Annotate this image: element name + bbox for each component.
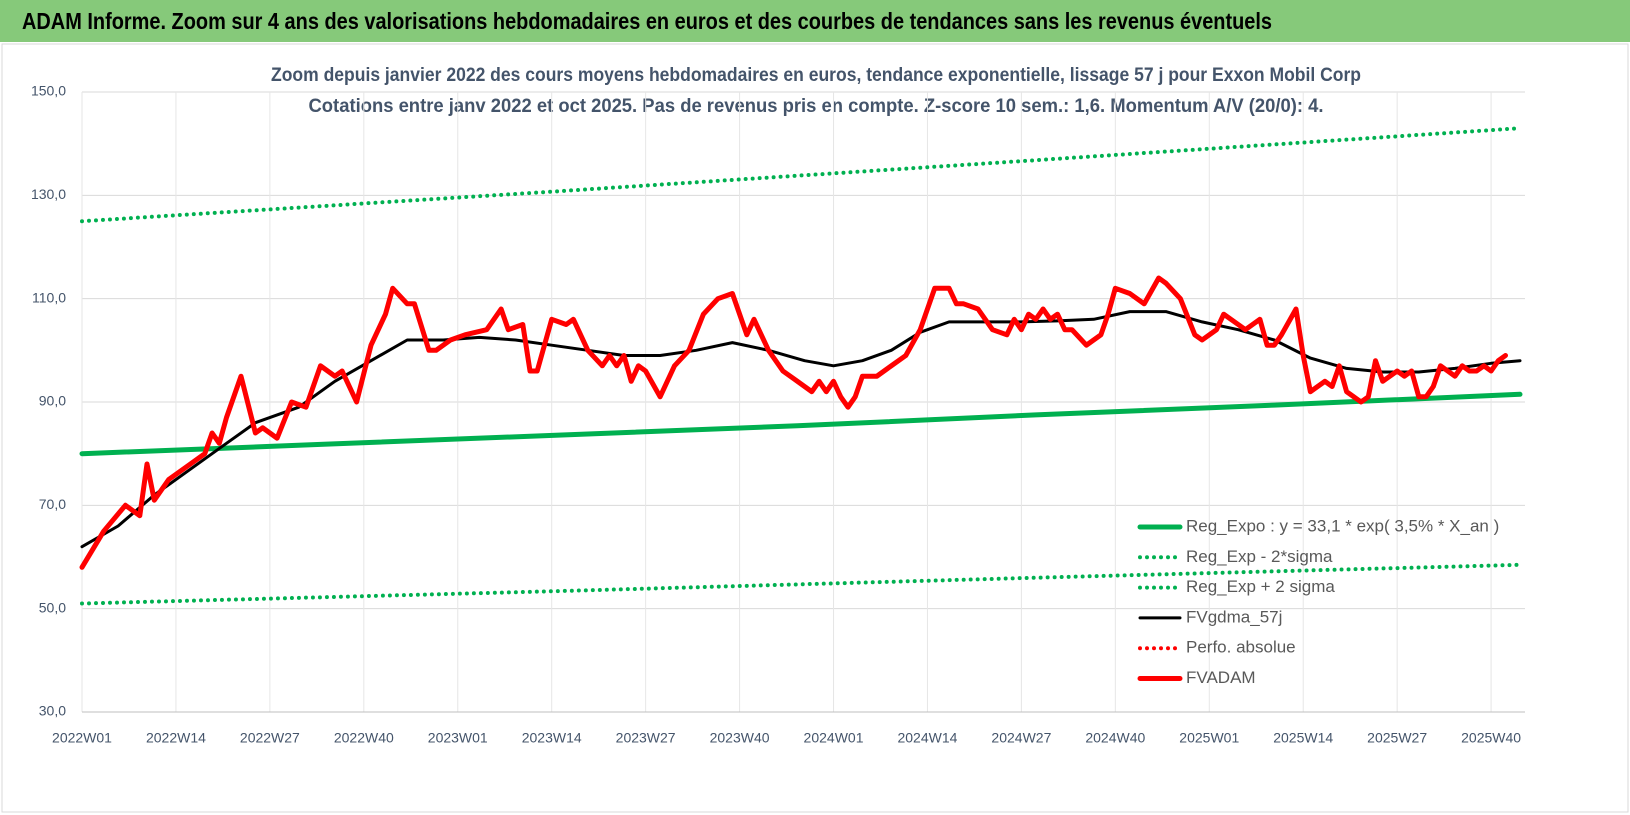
header-title: ADAM Informe. Zoom sur 4 ans des valoris…: [22, 8, 1272, 34]
series-line: [80, 126, 1522, 224]
x-tick-label: 2025W14: [1273, 730, 1333, 746]
x-tick-label: 2024W40: [1085, 730, 1145, 746]
series-line: [80, 562, 1522, 606]
y-tick-label: 150,0: [31, 83, 66, 99]
y-tick-label: 50,0: [39, 599, 66, 615]
x-tick-label: 2025W01: [1179, 730, 1239, 746]
y-tick-label: 110,0: [32, 289, 66, 305]
x-tick-label: 2024W14: [897, 730, 957, 746]
x-tick-label: 2022W27: [240, 730, 300, 746]
chart-subtitle: Cotations entre janv 2022 et oct 2025. P…: [309, 96, 1324, 117]
plot: [79, 126, 1523, 606]
x-tick-label: 2025W27: [1367, 730, 1427, 746]
x-tick-label: 2022W14: [146, 730, 206, 746]
series-line: [79, 275, 1508, 570]
legend-label: Reg_Exp - 2*sigma: [1186, 547, 1333, 566]
series-line: [79, 391, 1523, 457]
chart-border: [1, 43, 1629, 813]
chart-title: Zoom depuis janvier 2022 des cours moyen…: [271, 65, 1361, 86]
x-tick-label: 2023W27: [616, 730, 676, 746]
x-tick-label: 2023W40: [710, 730, 770, 746]
y-tick-label: 90,0: [39, 393, 66, 409]
x-tick-label: 2023W01: [428, 730, 488, 746]
legend-label: Reg_Exp + 2 sigma: [1186, 577, 1335, 596]
x-tick-label: 2024W01: [804, 730, 864, 746]
legend-label: Perfo. absolue: [1186, 638, 1296, 657]
x-tick-label: 2024W27: [991, 730, 1051, 746]
x-tick-label: 2025W40: [1461, 730, 1521, 746]
x-tick-label: 2023W14: [522, 730, 582, 746]
legend: Reg_Expo : y = 33,1 * exp( 3,5% * X_an )…: [1137, 516, 1499, 687]
legend-label: FVgdma_57j: [1186, 607, 1282, 626]
y-tick-label: 70,0: [39, 496, 66, 512]
y-tick-label: 30,0: [39, 703, 66, 719]
x-tick-label: 2022W40: [334, 730, 394, 746]
y-tick-label: 130,0: [31, 186, 66, 202]
legend-label: FVADAM: [1186, 668, 1256, 687]
x-tick-label: 2022W01: [52, 730, 112, 746]
legend-label: Reg_Expo : y = 33,1 * exp( 3,5% * X_an ): [1186, 516, 1499, 535]
grid: 30,0 50,0 70,0 90,0 110,0 130,0 150,0 2022W01 20…: [31, 83, 1525, 746]
series-line: [80, 310, 1522, 549]
header-bar: [0, 0, 1630, 42]
